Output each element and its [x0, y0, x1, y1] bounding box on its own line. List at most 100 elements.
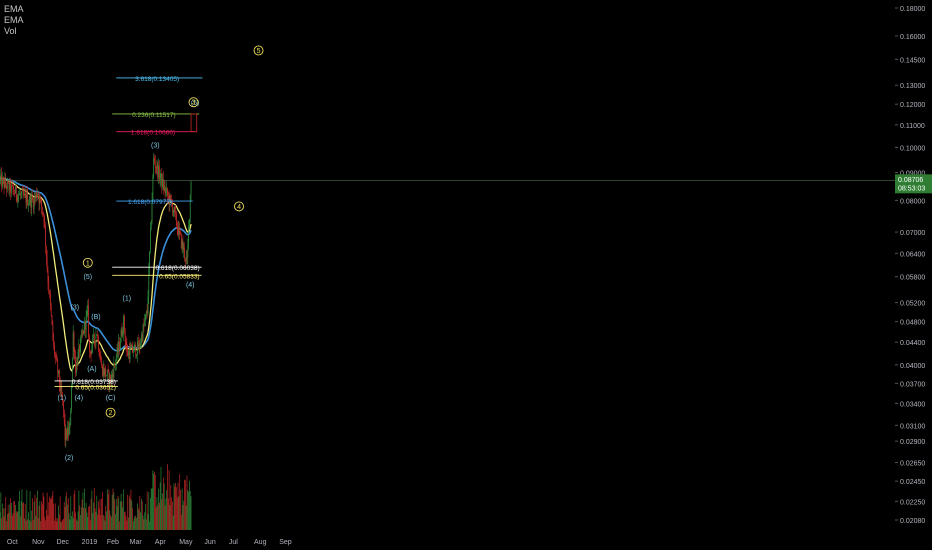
major-wave-circle [82, 257, 93, 268]
volume-bar [137, 507, 139, 530]
volume-bar [155, 507, 157, 530]
price-countdown: 08:53:03 [898, 185, 925, 192]
wave-label: (5) [191, 100, 200, 107]
candle-body [180, 233, 182, 248]
volume-bar [46, 492, 48, 530]
volume-bar [160, 466, 162, 530]
candle-body [21, 190, 23, 195]
candle-body [16, 196, 18, 201]
volume-bar [5, 497, 7, 530]
candle-body [144, 320, 146, 326]
volume-bar [30, 521, 32, 530]
volume-bar [128, 495, 130, 530]
candle-body [36, 193, 37, 198]
candle-body [90, 351, 92, 354]
candle-body [2, 177, 3, 187]
volume-bar [95, 511, 97, 530]
volume-bar [50, 498, 51, 530]
volume-bar [187, 490, 189, 530]
volume-bar [151, 488, 153, 530]
candle-body [184, 247, 185, 258]
fib-level-label: 0.618(0.06038) [156, 265, 200, 272]
volume-bar [69, 519, 71, 530]
candle-body [141, 335, 143, 341]
volume-bar [106, 489, 108, 530]
y-tick-label: 0.03700 [900, 381, 925, 388]
volume-bar [97, 514, 98, 530]
candle-body [44, 221, 46, 226]
candle-body [28, 202, 30, 204]
volume-bar [55, 517, 57, 530]
candle-body [3, 178, 5, 188]
candle-body [6, 185, 7, 189]
x-tick-label: Sep [279, 539, 292, 546]
volume-bar [189, 480, 190, 530]
candle-body [10, 185, 12, 193]
volume-bar [180, 515, 182, 530]
wave-label: (4) [75, 395, 84, 402]
volume-bar [28, 512, 29, 530]
volume-bar [172, 515, 174, 530]
volume-bar [174, 486, 176, 530]
volume-bar [117, 495, 119, 530]
candle-body [78, 345, 80, 353]
volume-bar [51, 495, 53, 530]
candle-body [75, 356, 77, 374]
candle-body [86, 311, 88, 315]
volume-bar [177, 482, 179, 530]
volume-bar [36, 497, 37, 530]
y-tick-label: 0.02650 [900, 461, 925, 468]
volume-bar [156, 497, 158, 530]
volume-bar [122, 507, 124, 530]
volume-bar [116, 506, 118, 530]
candle-body [135, 344, 137, 357]
volume-bar [99, 499, 101, 530]
volume-bar [161, 499, 163, 530]
volume-bar [60, 521, 62, 530]
volume-bar [89, 520, 91, 530]
volume-bar [53, 503, 55, 530]
fib-level-label: 0.618(0.03738) [72, 379, 116, 386]
x-tick-label: Oct [7, 539, 18, 546]
volume-bar [178, 496, 180, 530]
volume-bar [165, 498, 167, 530]
volume-bar [62, 519, 64, 530]
volume-bar [138, 510, 140, 530]
volume-bar [119, 521, 120, 530]
candle-body [92, 337, 94, 348]
candle-body [22, 190, 24, 192]
volume-bar [31, 510, 33, 530]
candle-body [185, 256, 187, 261]
volume-bar [115, 513, 116, 530]
wave-label: (A) [87, 366, 96, 373]
y-tick-label: 0.05800 [900, 275, 925, 282]
candle-body [171, 203, 173, 213]
candle-body [157, 163, 159, 178]
fib-level-label: 0.65(0.05833) [159, 273, 199, 280]
candle-body [167, 188, 168, 196]
candle-body [132, 352, 134, 353]
candle-body [143, 324, 145, 326]
candle-body [61, 386, 63, 397]
candle-body [70, 409, 72, 425]
volume-bar [9, 504, 11, 530]
candle-body [106, 370, 108, 376]
y-tick-label: 0.04800 [900, 320, 925, 327]
candle-body [87, 305, 89, 312]
volume-bar [126, 520, 128, 530]
candle-body [24, 193, 26, 195]
volume-bar [58, 514, 60, 530]
ema-fast-legend[interactable]: EMA [4, 4, 24, 14]
volume-legend[interactable]: Vol [4, 26, 17, 36]
ema-slow-legend[interactable]: EMA [4, 15, 24, 25]
candle-body [124, 331, 126, 342]
candle-body [32, 200, 34, 210]
candle-body [40, 197, 42, 200]
candle-body [52, 324, 54, 338]
volume-bar [119, 501, 121, 530]
candle-body [136, 355, 137, 357]
volume-bar [56, 521, 58, 530]
candle-body [115, 363, 116, 365]
wave-label: (C) [106, 395, 116, 402]
